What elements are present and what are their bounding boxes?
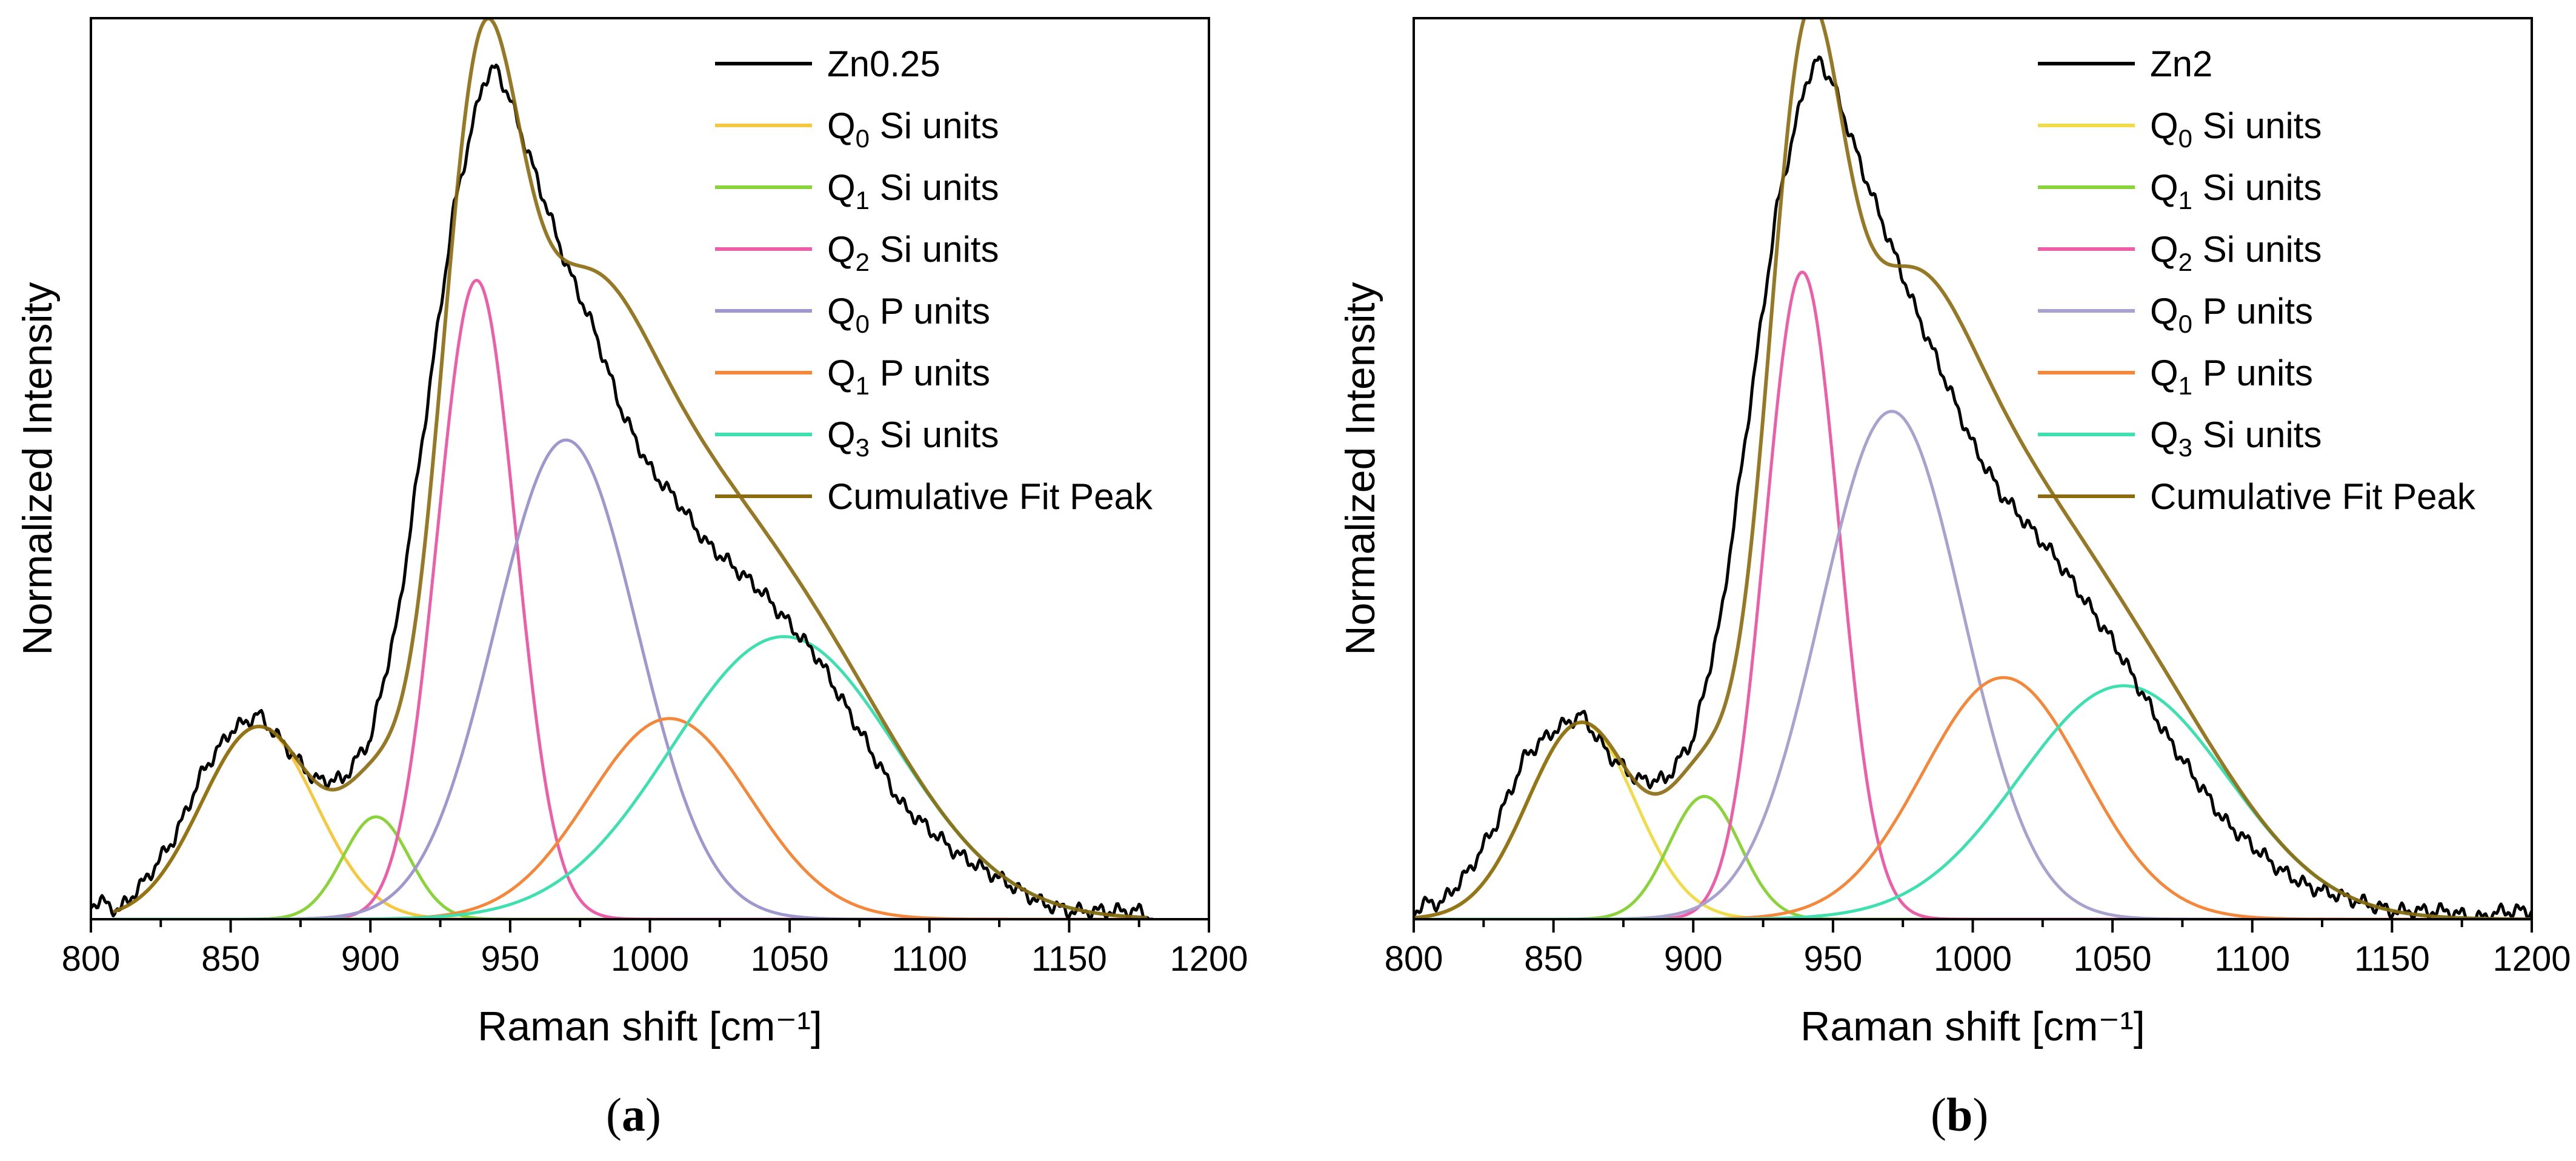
series-q1-si-units — [113, 815, 1148, 919]
x-tick-label: 1100 — [891, 939, 967, 979]
series-q1-p-units — [113, 717, 1148, 919]
x-tick-label: 800 — [1385, 939, 1443, 979]
panel-label-b: (b) — [1931, 1088, 1989, 1141]
x-tick-label: 900 — [341, 939, 400, 979]
axes-frame — [90, 17, 1210, 920]
legend-entry: Q2 Si units — [827, 229, 999, 276]
x-tick-label: 1050 — [751, 939, 829, 979]
series-q0-si-units — [1414, 721, 2532, 919]
x-tick-label: 1200 — [2492, 939, 2571, 979]
series-cumulative-fit-peak — [112, 18, 1148, 919]
x-tick-label: 1200 — [1170, 939, 1248, 979]
chart-panel-a: 800 850 900 950 1000 1050 1100 1150 1200 Raman sh… — [15, 17, 1248, 1050]
series-q1-si-units — [1414, 794, 2532, 919]
x-tick-label: 1000 — [1934, 939, 2012, 979]
y-axis-label: Normalized Intensity — [1337, 282, 1383, 655]
axes-frame — [1413, 17, 2533, 920]
legend-entry: Q0 Si units — [827, 105, 999, 153]
legend-entry: Q1 P units — [2150, 353, 2313, 400]
legend-entry: Q3 Si units — [827, 414, 999, 462]
legend-entry: Q0 P units — [827, 291, 990, 338]
legend-entry: Q1 Si units — [827, 167, 999, 215]
x-tick-label: 1150 — [1031, 939, 1107, 979]
x-tick-label: 950 — [1803, 939, 1862, 979]
legend-entry: Q0 Si units — [2150, 105, 2321, 153]
plot-area — [1414, 18, 2532, 919]
legend-entry: Cumulative Fit Peak — [827, 476, 1153, 517]
legend-entry: Q0 P units — [2150, 291, 2313, 338]
legend-entry: Q2 Si units — [2150, 229, 2321, 276]
x-tick-label: 800 — [62, 939, 121, 979]
chart-panel-b: 800 850 900 950 1000 1050 1100 1150 1200 Raman sh… — [1337, 17, 2571, 1050]
legend-entry: Zn0.25 — [827, 44, 940, 84]
legend-entry: Q3 Si units — [2150, 414, 2321, 462]
series-q2-si-units — [1414, 270, 2532, 919]
y-axis-label: Normalized Intensity — [15, 282, 61, 655]
series-q0-si-units — [113, 725, 1148, 919]
x-tick-label: 850 — [201, 939, 260, 979]
panel-label-a: (a) — [606, 1088, 661, 1141]
legend-entry: Q1 P units — [827, 353, 990, 400]
x-tick-label: 1100 — [2214, 939, 2290, 979]
legend-entry: Q1 Si units — [2150, 167, 2321, 215]
x-tick-label: 1050 — [2074, 939, 2152, 979]
x-tick-label: 850 — [1524, 939, 1583, 979]
legend-entry: Zn2 — [2150, 44, 2212, 84]
x-axis-label: Raman shift [cm⁻¹] — [1800, 1003, 2145, 1050]
x-tick-label: 1150 — [2354, 939, 2430, 979]
x-axis-label: Raman shift [cm⁻¹] — [478, 1003, 822, 1050]
series-cumulative-fit-peak — [1414, 18, 2532, 919]
x-tick-label: 1000 — [611, 939, 689, 979]
x-tick-label: 950 — [481, 939, 539, 979]
x-tick-label: 900 — [1664, 939, 1723, 979]
plot-area — [91, 18, 1153, 919]
legend-entry: Cumulative Fit Peak — [2150, 476, 2476, 517]
